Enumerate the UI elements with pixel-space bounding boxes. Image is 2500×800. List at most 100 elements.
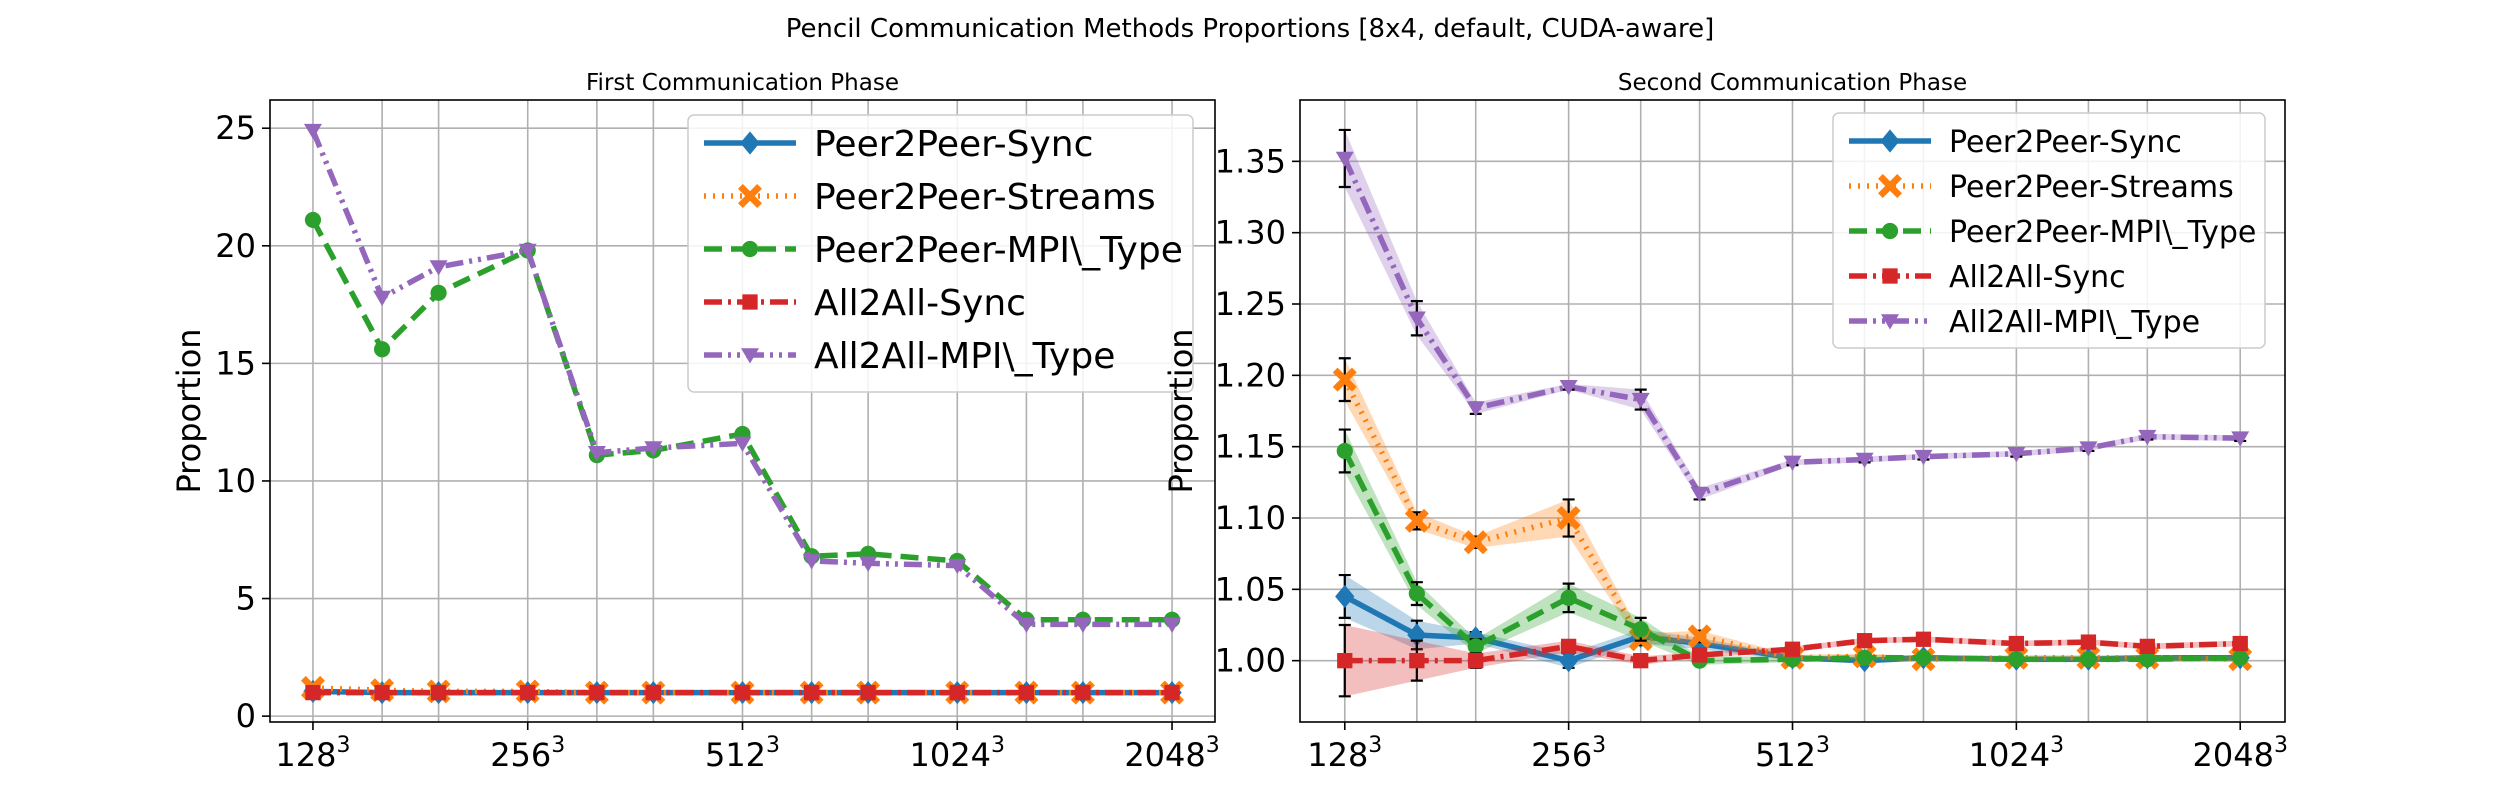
panel-title: Second Communication Phase bbox=[1618, 70, 1967, 96]
y-tick-label: 1.00 bbox=[1215, 642, 1286, 680]
data-point bbox=[644, 441, 663, 457]
x-tick-label: 5123 bbox=[705, 733, 780, 774]
x-tick-label: 1283 bbox=[1307, 733, 1382, 774]
data-point bbox=[430, 684, 447, 701]
y-tick-label: 10 bbox=[215, 462, 256, 500]
y-tick-label: 1.30 bbox=[1215, 214, 1286, 252]
legend-marker bbox=[1880, 129, 1900, 153]
data-point bbox=[1468, 653, 1484, 669]
data-point bbox=[2080, 634, 2097, 650]
y-axis-label: Proportion bbox=[1162, 328, 1200, 493]
data-point bbox=[2139, 638, 2155, 655]
data-point bbox=[2007, 447, 2026, 463]
y-tick-label: 5 bbox=[236, 580, 256, 618]
data-point bbox=[1336, 442, 1353, 460]
data-point bbox=[1404, 508, 1429, 533]
data-point bbox=[803, 684, 820, 701]
x-tick-label: 10243 bbox=[910, 733, 1005, 774]
data-point bbox=[2008, 651, 2025, 668]
data-point bbox=[1560, 589, 1577, 606]
y-tick-label: 1.05 bbox=[1215, 570, 1286, 608]
series-all2all-sync bbox=[1337, 623, 2248, 698]
data-point bbox=[645, 684, 662, 701]
legend-marker bbox=[742, 294, 758, 310]
legend-label: All2All-MPI\_Type bbox=[1949, 305, 2200, 340]
legend-label: Peer2Peer-MPI\_Type bbox=[814, 230, 1183, 271]
legend-marker bbox=[1882, 268, 1898, 284]
legend-label: All2All-MPI\_Type bbox=[814, 336, 1115, 377]
legend-marker bbox=[1881, 222, 1899, 240]
data-point bbox=[2080, 651, 2097, 668]
panel-title: First Communication Phase bbox=[586, 70, 899, 96]
x-tick-label: 10243 bbox=[1969, 733, 2064, 774]
data-point bbox=[520, 684, 536, 701]
chart-second-phase: Second Communication Phase 1.00 1.05 1.10 1.… bbox=[1162, 70, 2288, 774]
data-point bbox=[1560, 638, 1577, 655]
data-point bbox=[518, 243, 537, 260]
x-tick-label: 1283 bbox=[275, 733, 350, 774]
data-point bbox=[860, 684, 876, 701]
data-point bbox=[1017, 617, 1036, 633]
data-point bbox=[1855, 452, 1874, 469]
data-point bbox=[373, 290, 392, 307]
data-point bbox=[802, 554, 821, 570]
legend-marker bbox=[1878, 174, 1902, 198]
data-point bbox=[2008, 635, 2025, 652]
series-all2all-mpi-type bbox=[303, 123, 1182, 633]
figure-title: Pencil Communication Methods Proportions… bbox=[786, 14, 1715, 44]
data-point bbox=[2138, 429, 2157, 446]
data-point bbox=[1407, 311, 1426, 327]
legend-label: Peer2Peer-Streams bbox=[1949, 170, 2234, 205]
data-point bbox=[1408, 585, 1425, 602]
y-tick-label: 1.15 bbox=[1215, 428, 1286, 466]
data-point bbox=[1337, 653, 1353, 669]
data-point bbox=[305, 684, 321, 701]
data-point bbox=[859, 556, 878, 572]
y-tick-label: 1.25 bbox=[1215, 285, 1286, 323]
data-point bbox=[303, 123, 322, 140]
data-point bbox=[1075, 684, 1091, 701]
y-tick-label: 20 bbox=[215, 227, 256, 265]
legend-marker bbox=[741, 240, 759, 258]
data-point bbox=[430, 284, 447, 301]
data-point bbox=[373, 341, 391, 358]
data-point bbox=[589, 684, 605, 701]
y-tick-label: 25 bbox=[215, 109, 256, 147]
data-point bbox=[733, 436, 752, 452]
legend-label: All2All-Sync bbox=[1949, 260, 2126, 295]
y-tick-label: 1.20 bbox=[1215, 356, 1286, 394]
data-point bbox=[2232, 635, 2248, 652]
data-point bbox=[1687, 624, 1712, 649]
x-tick-label: 5123 bbox=[1755, 733, 1830, 774]
data-point bbox=[1558, 649, 1579, 673]
data-point bbox=[1632, 621, 1649, 638]
data-point bbox=[1463, 530, 1488, 555]
data-point bbox=[2139, 651, 2156, 668]
data-point bbox=[1915, 649, 1932, 666]
x-tick-label: 20483 bbox=[1124, 733, 1219, 774]
data-point bbox=[948, 558, 967, 575]
y-tick-label: 1.35 bbox=[1215, 142, 1286, 180]
data-point bbox=[1335, 584, 1355, 609]
data-point bbox=[1914, 449, 1933, 466]
legend-marker bbox=[740, 131, 760, 155]
data-point bbox=[304, 211, 322, 229]
data-point bbox=[1556, 506, 1581, 530]
legend-label: Peer2Peer-Streams bbox=[814, 177, 1156, 218]
data-point bbox=[1163, 617, 1182, 633]
data-point bbox=[1164, 684, 1180, 701]
data-point bbox=[2231, 431, 2250, 447]
data-point bbox=[734, 684, 751, 701]
legend-label: Peer2Peer-Sync bbox=[814, 124, 1093, 165]
data-point bbox=[1856, 649, 1873, 666]
data-point bbox=[1784, 641, 1801, 657]
chart-first-phase: First Communication Phase 0 5 10 15 20 25 1283 2… bbox=[170, 70, 1220, 774]
data-point bbox=[374, 684, 390, 701]
data-point bbox=[1631, 392, 1650, 409]
data-point bbox=[1559, 379, 1578, 396]
y-axis-label: Proportion bbox=[170, 328, 208, 493]
legend-marker bbox=[741, 348, 759, 364]
legend-label: Peer2Peer-Sync bbox=[1949, 125, 2182, 160]
series-peer2peer-mpi-type bbox=[1336, 428, 2249, 669]
